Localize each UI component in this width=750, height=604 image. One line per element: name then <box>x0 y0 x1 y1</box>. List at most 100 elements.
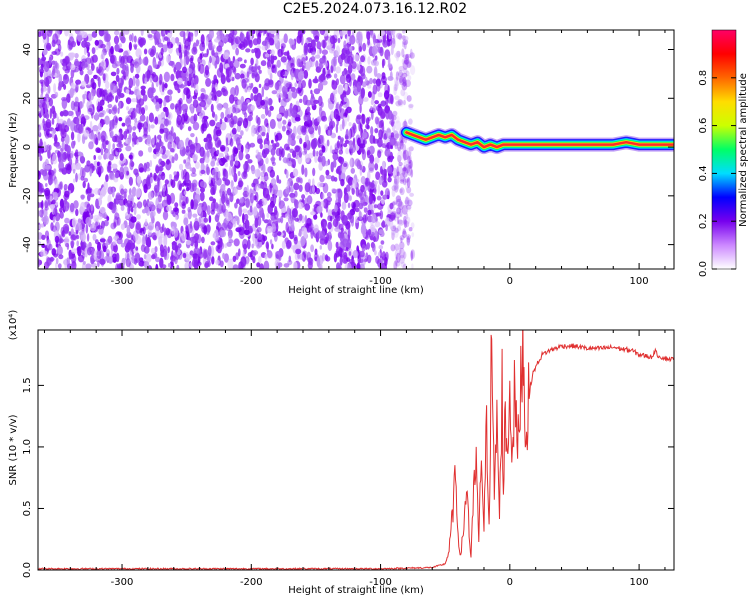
noise-blob <box>338 247 344 258</box>
noise-blob <box>276 59 281 68</box>
noise-blob <box>213 232 217 238</box>
noise-blob <box>165 149 169 157</box>
noise-blob <box>317 157 322 163</box>
noise-blob <box>344 83 348 92</box>
noise-blob <box>116 237 123 245</box>
noise-blob <box>399 136 404 144</box>
noise-blob <box>189 115 196 125</box>
noise-blob <box>398 201 403 209</box>
noise-blob <box>92 82 97 90</box>
noise-blob <box>383 90 390 100</box>
noise-blob <box>138 260 145 267</box>
noise-blob <box>45 93 49 99</box>
noise-blob <box>228 234 232 242</box>
noise-blob <box>211 82 216 93</box>
noise-blob <box>136 214 141 220</box>
noise-blob <box>303 121 310 129</box>
noise-blob <box>174 153 179 161</box>
noise-blob <box>357 137 361 147</box>
noise-blob <box>200 169 206 175</box>
noise-blob <box>231 44 236 50</box>
noise-blob <box>391 229 396 236</box>
noise-blob <box>96 250 102 259</box>
noise-blob <box>402 54 409 59</box>
noise-blob <box>313 214 318 220</box>
noise-blob <box>276 231 282 236</box>
noise-blob <box>267 124 270 135</box>
noise-blob <box>398 254 405 264</box>
noise-blob <box>101 49 105 60</box>
noise-blob <box>46 42 52 52</box>
noise-blob <box>222 36 228 43</box>
noise-blob <box>184 49 188 56</box>
noise-blob <box>97 101 101 110</box>
noise-blob <box>339 257 343 266</box>
noise-blob <box>129 159 134 171</box>
noise-blob <box>105 174 109 183</box>
noise-blob <box>127 135 131 147</box>
noise-blob <box>333 252 337 263</box>
noise-blob <box>379 165 383 175</box>
noise-blob <box>248 39 253 49</box>
noise-blob <box>42 30 47 40</box>
noise-blob <box>283 33 288 44</box>
noise-blob <box>220 146 226 152</box>
noise-blob <box>209 55 212 64</box>
noise-blob <box>185 240 192 245</box>
noise-blob <box>285 186 290 194</box>
snr-series <box>38 330 674 570</box>
noise-blob <box>187 209 192 220</box>
noise-blob <box>376 82 381 92</box>
noise-blob <box>402 167 408 178</box>
noise-blob <box>378 229 385 235</box>
noise-blob <box>150 177 153 184</box>
noise-blob <box>293 261 298 269</box>
noise-blob <box>72 168 76 174</box>
noise-blob <box>250 57 254 66</box>
noise-blob <box>138 150 144 157</box>
noise-blob <box>398 170 403 178</box>
noise-blob <box>394 52 401 59</box>
noise-blob <box>245 153 251 160</box>
noise-blob <box>38 170 41 177</box>
noise-blob <box>238 205 243 217</box>
noise-blob <box>263 148 270 155</box>
noise-blob <box>286 62 291 72</box>
noise-blob <box>89 132 95 140</box>
noise-blob <box>125 89 130 94</box>
snr-x-tick-label: 100 <box>630 577 649 588</box>
noise-blob <box>289 148 295 153</box>
noise-blob <box>312 137 318 148</box>
noise-blob <box>93 160 98 167</box>
noise-blob <box>335 189 338 200</box>
noise-blob <box>239 197 244 204</box>
noise-blob <box>332 152 339 161</box>
noise-blob <box>310 56 316 62</box>
noise-blob <box>336 140 340 149</box>
noise-blob <box>211 255 215 265</box>
noise-blob <box>99 258 106 265</box>
noise-blob <box>251 243 254 249</box>
noise-blob <box>53 83 57 94</box>
noise-blob <box>261 131 266 137</box>
noise-blob <box>406 147 412 157</box>
noise-blob <box>321 145 326 153</box>
snr-plot-area <box>38 330 674 570</box>
noise-blob <box>47 84 51 94</box>
noise-blob <box>69 52 76 58</box>
noise-blob <box>409 159 413 169</box>
noise-blob <box>185 55 190 66</box>
noise-blob <box>318 125 321 136</box>
noise-blob <box>377 184 381 195</box>
noise-blob <box>286 180 290 189</box>
noise-blob <box>300 34 304 46</box>
noise-blob <box>250 104 255 111</box>
noise-blob <box>40 81 44 87</box>
noise-blob <box>54 91 59 98</box>
noise-blob <box>66 145 71 155</box>
noise-blob <box>144 104 148 111</box>
noise-blob <box>131 98 138 103</box>
noise-blob <box>107 95 110 104</box>
noise-blob <box>135 222 141 234</box>
